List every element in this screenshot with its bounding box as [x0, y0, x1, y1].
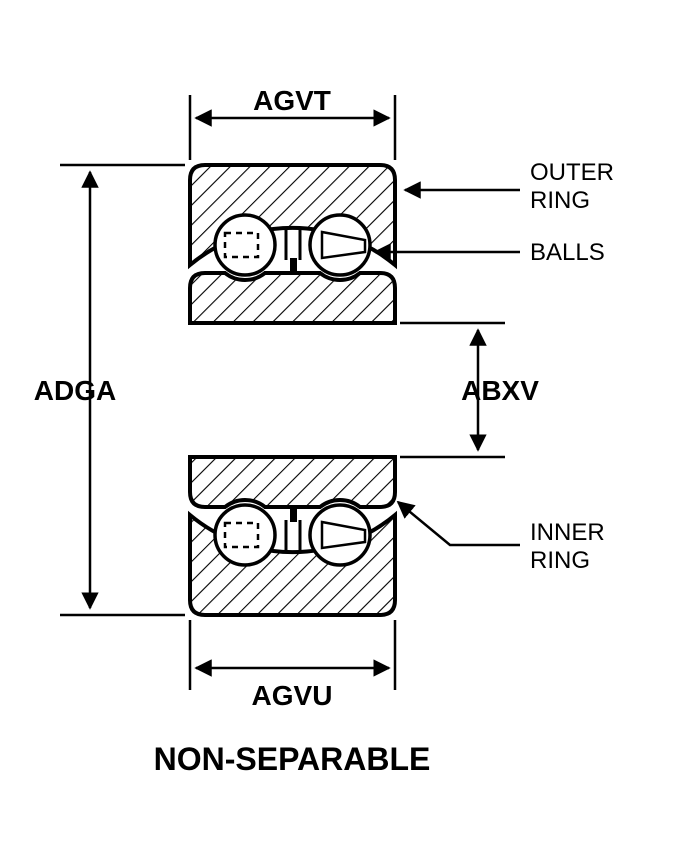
- ball-bot-right: [310, 505, 370, 565]
- ball-top-right: [310, 215, 370, 275]
- label-inner-ring-1: INNER: [530, 519, 605, 546]
- label-agvt: AGVT: [253, 85, 331, 116]
- label-balls: BALLS: [530, 239, 605, 266]
- label-adga: ADGA: [34, 375, 116, 406]
- inner-ring-bottom: [190, 457, 395, 520]
- label-inner-ring-2: RING: [530, 547, 590, 574]
- label-outer-ring-1: OUTER: [530, 159, 614, 186]
- inner-ring-top: [190, 260, 395, 323]
- label-abxv: ABXV: [461, 375, 539, 406]
- leader-inner-ring: [398, 502, 520, 545]
- label-agvu: AGVU: [252, 680, 333, 711]
- label-outer-ring-2: RING: [530, 187, 590, 214]
- diagram-title: NON-SEPARABLE: [154, 741, 431, 777]
- bearing-diagram: AGVT AGVU ADGA ABXV OUTER RING BALLS INN…: [0, 0, 674, 851]
